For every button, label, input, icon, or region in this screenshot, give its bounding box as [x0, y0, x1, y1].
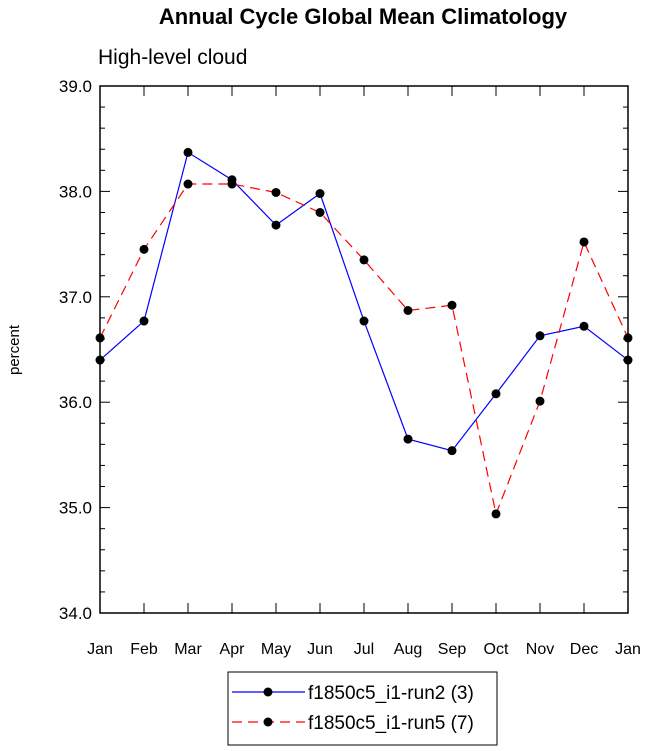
data-point-series-1 [95, 355, 105, 365]
legend-label-run5: f1850c5_i1-run5 (7) [308, 713, 474, 734]
data-point-series-2 [403, 306, 413, 316]
legend: f1850c5_i1-run2 (3) f1850c5_i1-run5 (7) [227, 671, 498, 746]
data-point-series-1 [623, 355, 633, 365]
data-point-series-1 [359, 316, 369, 326]
data-point-series-1 [315, 189, 325, 199]
data-point-series-2 [359, 255, 369, 265]
data-point-series-1 [403, 434, 413, 444]
y-tick-label: 37.0 [59, 288, 92, 307]
x-tick-label: Feb [130, 641, 158, 658]
y-tick-label: 38.0 [59, 182, 92, 201]
legend-label-run2: f1850c5_i1-run2 (3) [308, 683, 474, 704]
data-point-series-1 [271, 220, 281, 230]
data-point-series-2 [139, 244, 149, 254]
data-point-series-1 [579, 321, 589, 331]
x-tick-label: Mar [174, 641, 202, 658]
y-tick-label: 35.0 [59, 499, 92, 518]
y-tick-label: 39.0 [59, 77, 92, 96]
data-point-series-2 [95, 333, 105, 343]
data-point-series-2 [579, 237, 589, 247]
chart-title: Annual Cycle Global Mean Climatology [159, 4, 568, 29]
data-point-series-1 [139, 316, 149, 326]
data-point-series-2 [491, 509, 501, 519]
x-tick-label: Sep [438, 641, 467, 658]
data-point-series-2 [315, 207, 325, 217]
x-tick-label: Jul [354, 641, 374, 658]
x-tick-label: Nov [526, 641, 554, 658]
x-tick-label: Apr [220, 641, 246, 658]
y-tick-label: 36.0 [59, 393, 92, 412]
data-point-series-2 [227, 179, 237, 189]
data-point-series-2 [183, 179, 193, 189]
legend-box [227, 671, 498, 746]
legend-marker-run5 [263, 717, 273, 727]
data-point-series-2 [271, 187, 281, 197]
x-tick-label: Jun [307, 641, 333, 658]
x-tick-label: Dec [570, 641, 598, 658]
x-tick-label: Aug [394, 641, 422, 658]
data-point-series-1 [447, 446, 457, 456]
data-point-series-2 [535, 396, 545, 406]
y-axis-label: percent [6, 324, 23, 375]
data-point-series-2 [447, 300, 457, 310]
data-point-series-2 [623, 333, 633, 343]
x-tick-label: Jan [615, 641, 641, 658]
plot-frame [99, 85, 629, 614]
chart-subtitle: High-level cloud [98, 46, 247, 69]
x-tick-label: May [261, 641, 291, 658]
series-line-2 [99, 183, 629, 517]
data-point-series-1 [183, 147, 193, 157]
x-tick-label: Oct [484, 641, 509, 658]
x-tick-label: Jan [87, 641, 113, 658]
y-tick-label: 34.0 [59, 604, 92, 623]
data-point-series-1 [535, 331, 545, 341]
data-point-series-1 [491, 389, 501, 399]
legend-marker-run2 [263, 687, 273, 697]
